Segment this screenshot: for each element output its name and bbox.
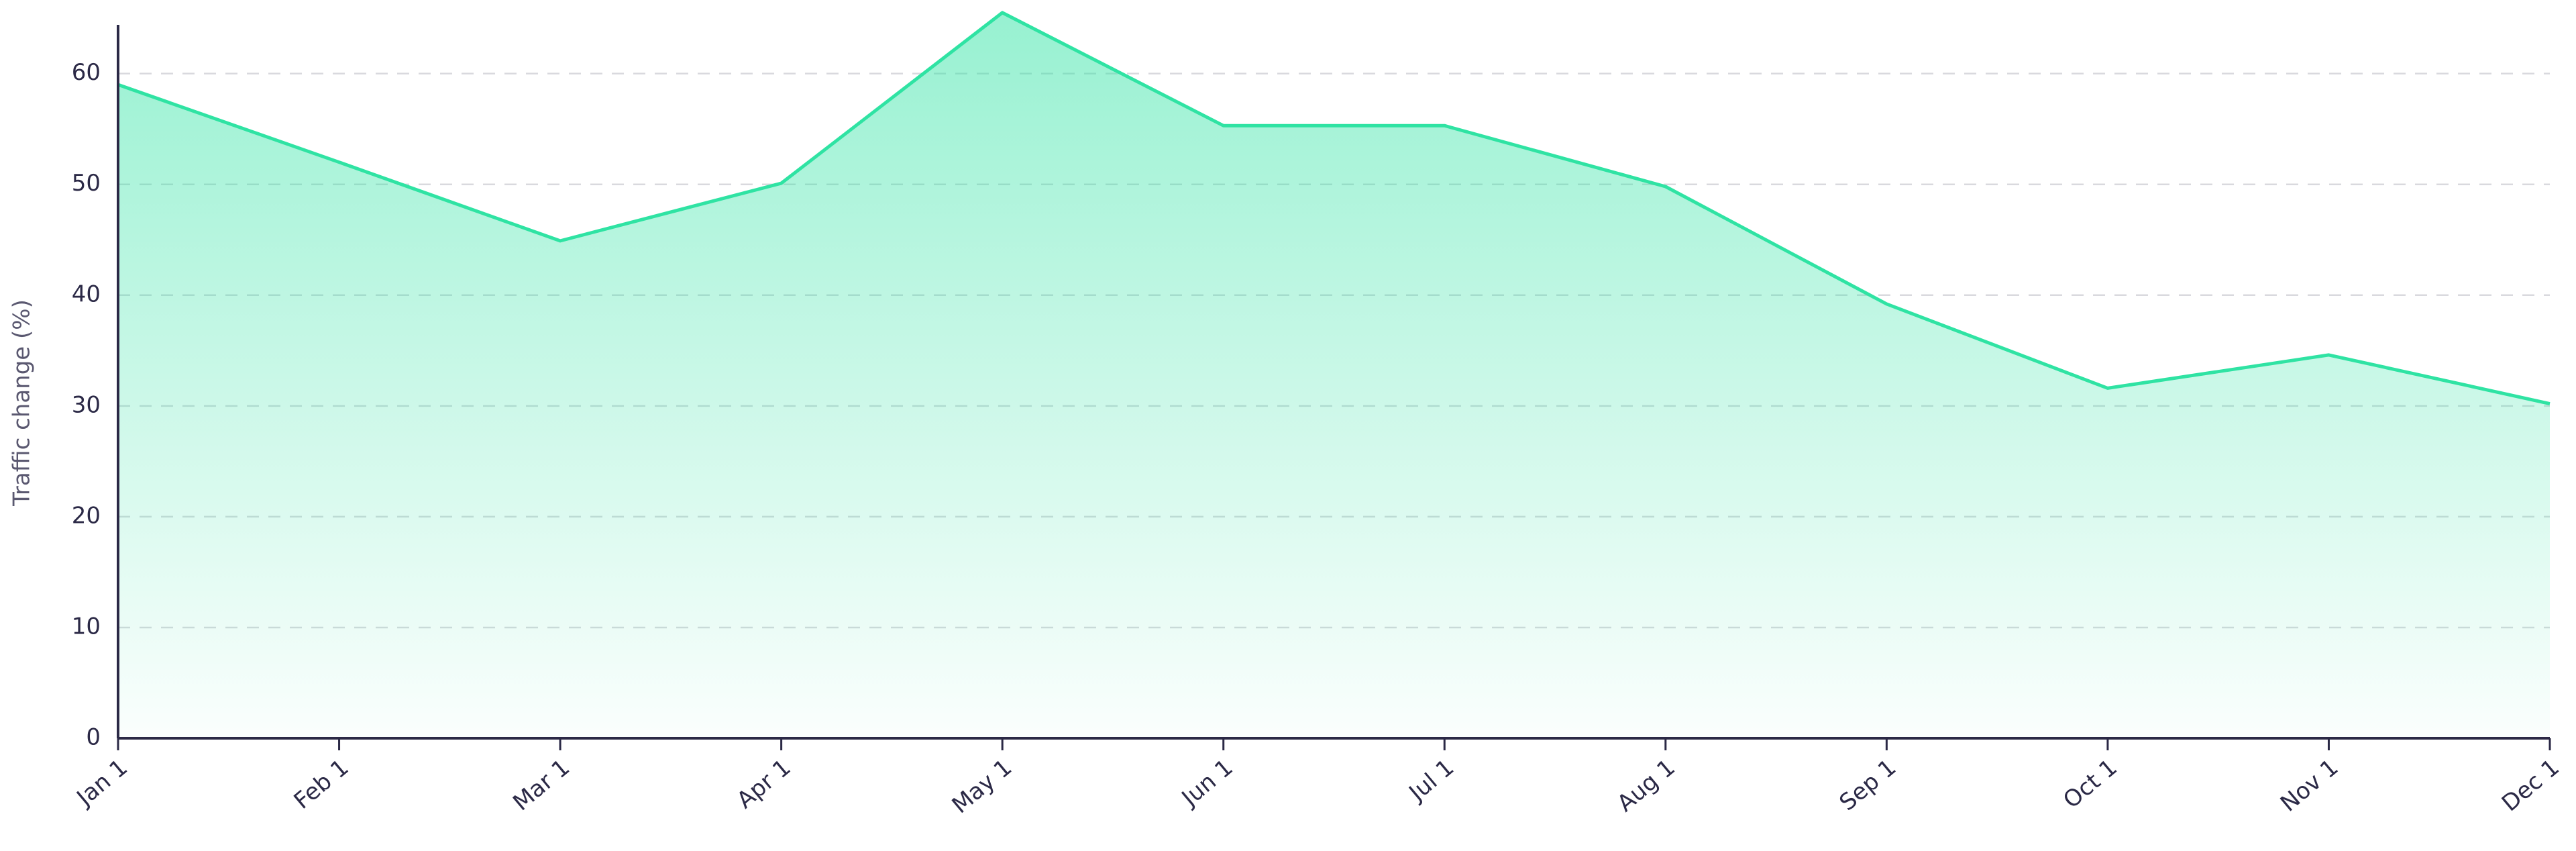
x-tick-label: Jul 1 — [1403, 754, 1460, 807]
x-tick-label: Jan 1 — [71, 754, 133, 812]
x-tick-label: Sep 1 — [1835, 754, 1902, 817]
line — [117, 11, 2551, 405]
x-tick-label: Feb 1 — [289, 754, 354, 815]
y-tick-label: 50 — [72, 170, 101, 197]
x-tick-label: Aug 1 — [1612, 754, 1680, 817]
x-tick-label: Oct 1 — [2058, 754, 2123, 814]
x-tick-label: Dec 1 — [2497, 754, 2565, 817]
y-tick-label: 40 — [72, 281, 101, 307]
area — [118, 12, 2550, 739]
x-tick-label: Jun 1 — [1176, 754, 1238, 813]
y-axis-label: Traffic change (%) — [9, 299, 36, 507]
y-tick-label: 30 — [72, 391, 101, 418]
y-tick-label: 0 — [86, 724, 101, 751]
y-tick-label: 60 — [72, 59, 101, 86]
y-tick-label: 10 — [72, 613, 101, 640]
y-tick-label: 20 — [72, 502, 101, 529]
x-tick-label: Nov 1 — [2275, 754, 2343, 817]
x-tick-label: Mar 1 — [508, 754, 575, 817]
x-tick-label: May 1 — [947, 754, 1017, 819]
x-tick-label: Apr 1 — [732, 754, 796, 814]
